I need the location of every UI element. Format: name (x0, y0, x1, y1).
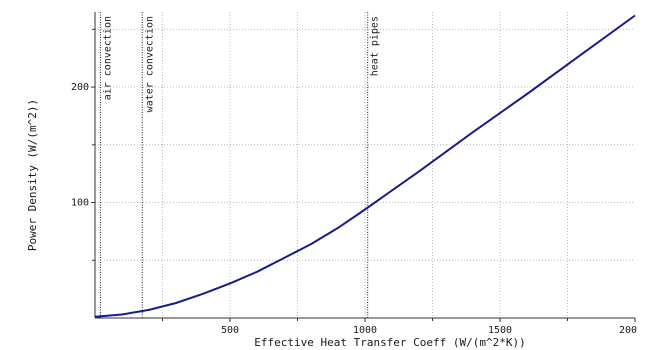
grid-lines (95, 12, 635, 318)
x-axis-label: Effective Heat Transfer Coeff (W/(m^2*K)… (254, 336, 526, 349)
x-tick-label: 500 (221, 325, 239, 336)
series-line (94, 14, 636, 318)
annotation-label: air convection (102, 16, 113, 100)
y-tick-label: 100 (71, 198, 89, 209)
annotations: air convection water convection heat pipes (99, 12, 381, 318)
axes: 500 1000 1500 200 100 200 (71, 12, 637, 336)
axis-labels: Effective Heat Transfer Coeff (W/(m^2*K)… (26, 99, 526, 349)
y-tick-label: 200 (71, 82, 89, 93)
plot-area (95, 12, 639, 322)
annotation-label: water convection (144, 16, 155, 112)
annotation-label: heat pipes (370, 16, 381, 76)
series (94, 14, 636, 318)
y-axis-label: Power Density (W/(m^2)) (26, 99, 39, 251)
x-tick-label: 200 (619, 325, 637, 336)
x-tick-label: 1000 (353, 325, 377, 336)
x-tick-label: 1500 (488, 325, 512, 336)
